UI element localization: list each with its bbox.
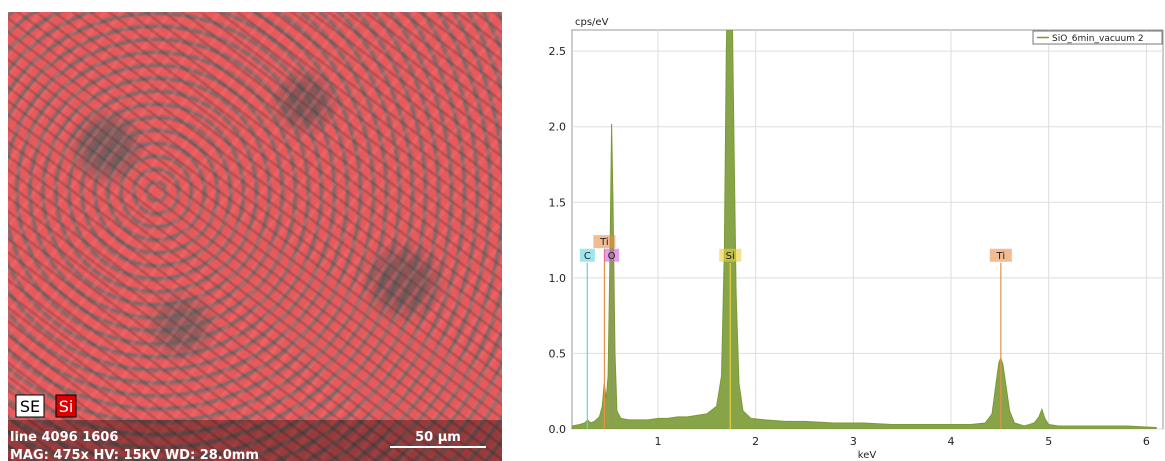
y-tick-label: 1.0 [549, 272, 567, 285]
sem-texture [8, 12, 502, 461]
legend-box [1032, 30, 1163, 45]
sem-info-band [8, 420, 502, 461]
x-axis-label: keV [858, 450, 877, 461]
x-tick-label: 4 [948, 435, 955, 448]
element-label: O [608, 251, 616, 262]
x-tick-label: 1 [654, 435, 661, 448]
sem-image [8, 12, 502, 461]
channel-label: Si [59, 397, 74, 416]
element-tag [593, 235, 616, 249]
x-tick-label: 3 [850, 435, 857, 448]
x-tick-label: 6 [1143, 435, 1150, 448]
y-tick-label: 1.5 [549, 196, 567, 209]
x-tick-label: 5 [1045, 435, 1052, 448]
y-axis-label: cps/eV [575, 17, 609, 28]
element-label: Ti [599, 237, 609, 248]
element-tag [604, 248, 620, 262]
scale-bar-label: 50 µm [415, 430, 461, 445]
element-tag [719, 248, 742, 262]
x-tick-label: 2 [752, 435, 759, 448]
y-tick-label: 2.5 [549, 45, 567, 58]
sem-line-info: line 4096 1606 [10, 430, 118, 445]
element-tag [579, 248, 595, 262]
element-label: C [584, 251, 591, 262]
channel-label: SE [20, 397, 40, 416]
sem-info: MAG: 475x HV: 15kV WD: 28.0mm [10, 448, 259, 461]
spectrum-area [572, 30, 1157, 429]
y-tick-label: 2.0 [549, 121, 567, 134]
y-tick-label: 0.0 [549, 423, 567, 436]
element-tag [989, 248, 1012, 262]
channel-box [15, 394, 45, 418]
plot-area [571, 29, 1164, 430]
legend-label: SiO_6min_vacuum 2 [1052, 34, 1144, 44]
channel-box [55, 394, 77, 418]
element-label: Ti [996, 251, 1006, 262]
element-label: Si [726, 251, 735, 262]
y-tick-label: 0.5 [549, 347, 567, 360]
plot-layer [572, 30, 1157, 429]
